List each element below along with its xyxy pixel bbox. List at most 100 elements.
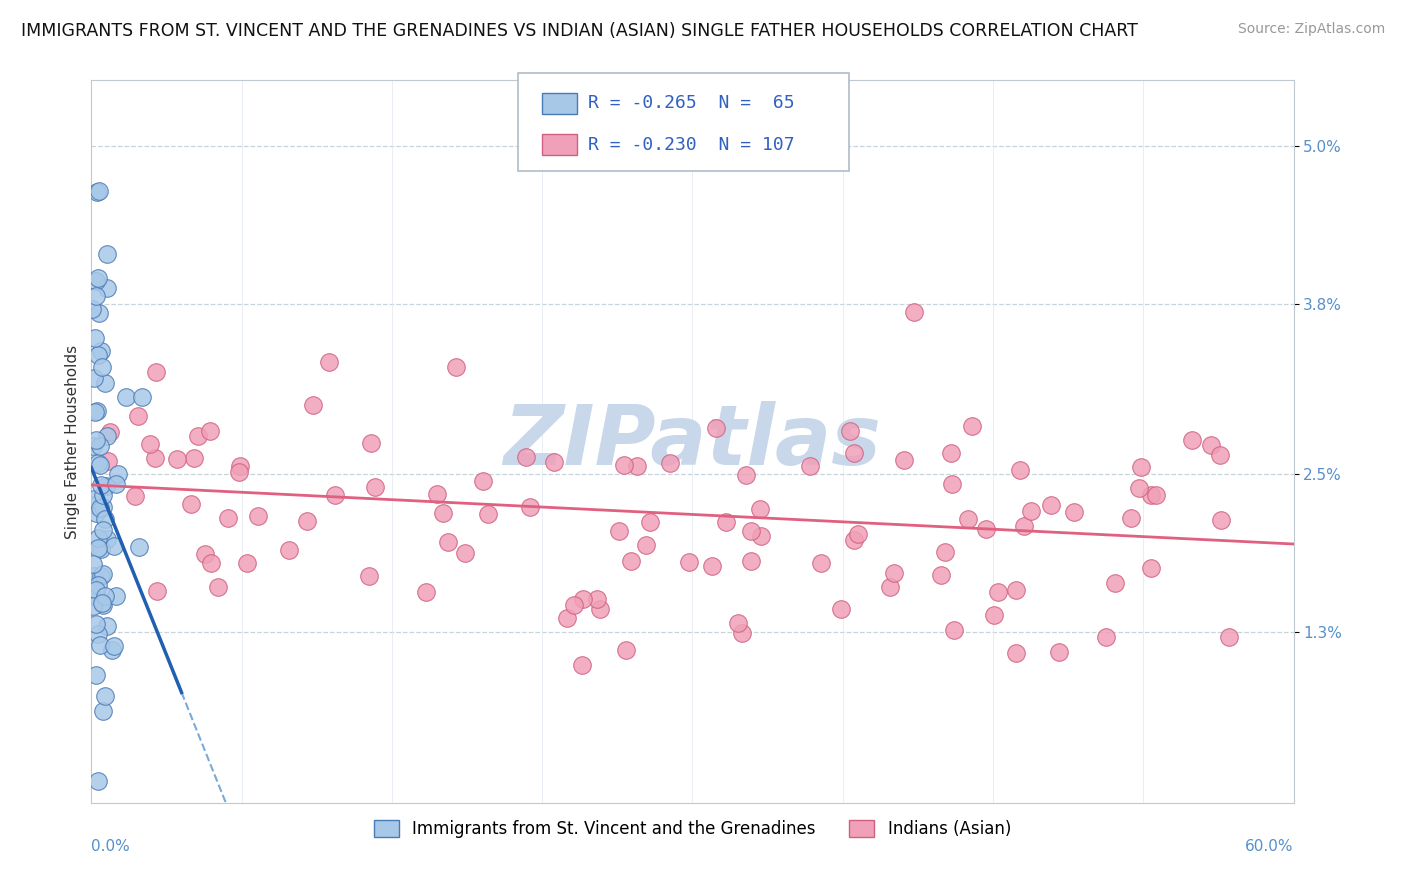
- Point: [640, 515, 662, 529]
- Point: [731, 625, 754, 640]
- Point: [89, 458, 111, 472]
- Point: [87, 531, 110, 545]
- Point: [89, 638, 111, 652]
- Point: [1012, 518, 1035, 533]
- Point: [143, 450, 166, 465]
- Point: [1130, 460, 1153, 475]
- Point: [426, 487, 449, 501]
- Point: [634, 539, 657, 553]
- Point: [1021, 504, 1043, 518]
- Point: [1144, 487, 1167, 501]
- Point: [360, 436, 382, 450]
- Point: [107, 467, 129, 482]
- Point: [146, 583, 169, 598]
- Point: [86, 590, 108, 604]
- Point: [91, 595, 114, 609]
- Point: [302, 398, 325, 412]
- Point: [96, 619, 118, 633]
- Point: [83, 405, 105, 419]
- Point: [846, 527, 869, 541]
- Point: [1004, 583, 1026, 598]
- Point: [562, 598, 585, 612]
- Point: [94, 590, 117, 604]
- Point: [941, 477, 963, 491]
- Point: [94, 376, 117, 390]
- Point: [589, 602, 612, 616]
- Point: [94, 690, 117, 704]
- Point: [103, 539, 125, 553]
- Point: [90, 569, 112, 583]
- Point: [1180, 433, 1202, 447]
- Point: [82, 557, 104, 571]
- Point: [838, 424, 860, 438]
- Point: [1201, 438, 1223, 452]
- Point: [678, 556, 700, 570]
- Point: [571, 657, 593, 672]
- Point: [810, 556, 832, 570]
- Point: [1063, 505, 1085, 519]
- Point: [86, 404, 108, 418]
- Point: [87, 270, 110, 285]
- Point: [1209, 449, 1232, 463]
- Point: [86, 289, 108, 303]
- Point: [700, 559, 723, 574]
- Point: [131, 390, 153, 404]
- Point: [200, 557, 222, 571]
- Point: [620, 554, 643, 568]
- Point: [84, 582, 107, 597]
- Point: [472, 474, 495, 488]
- Point: [1121, 511, 1143, 525]
- Point: [96, 246, 118, 260]
- Point: [87, 348, 110, 362]
- Point: [139, 436, 162, 450]
- Point: [84, 617, 107, 632]
- Point: [86, 185, 108, 199]
- Point: [217, 510, 239, 524]
- Point: [82, 439, 104, 453]
- Point: [87, 456, 110, 470]
- Point: [929, 568, 952, 582]
- Point: [97, 454, 120, 468]
- Point: [98, 425, 121, 439]
- Point: [1209, 513, 1232, 527]
- Point: [962, 419, 984, 434]
- Point: [446, 360, 468, 375]
- Point: [893, 453, 915, 467]
- Point: [658, 456, 681, 470]
- FancyBboxPatch shape: [543, 93, 576, 113]
- Point: [555, 611, 578, 625]
- Point: [626, 458, 648, 473]
- Point: [89, 541, 111, 556]
- Point: [103, 639, 125, 653]
- Point: [1040, 499, 1063, 513]
- Text: ZIPatlas: ZIPatlas: [503, 401, 882, 482]
- Point: [84, 668, 107, 682]
- Point: [572, 592, 595, 607]
- Point: [740, 554, 762, 568]
- Point: [844, 533, 866, 548]
- Point: [89, 184, 111, 198]
- Point: [82, 599, 104, 613]
- Point: [749, 502, 772, 516]
- Point: [91, 598, 114, 612]
- Point: [727, 615, 749, 630]
- FancyBboxPatch shape: [519, 73, 849, 170]
- Point: [519, 500, 541, 514]
- Point: [983, 607, 1005, 622]
- Point: [228, 465, 250, 479]
- Point: [1005, 646, 1028, 660]
- Point: [127, 409, 149, 423]
- Point: [477, 507, 499, 521]
- Point: [437, 535, 460, 549]
- Point: [1047, 645, 1070, 659]
- Point: [186, 428, 208, 442]
- Point: [883, 566, 905, 580]
- Point: [515, 450, 537, 464]
- Point: [83, 569, 105, 583]
- Point: [1140, 561, 1163, 575]
- Point: [89, 343, 111, 358]
- Point: [180, 497, 202, 511]
- Point: [91, 360, 114, 375]
- Point: [799, 458, 821, 473]
- Point: [364, 480, 387, 494]
